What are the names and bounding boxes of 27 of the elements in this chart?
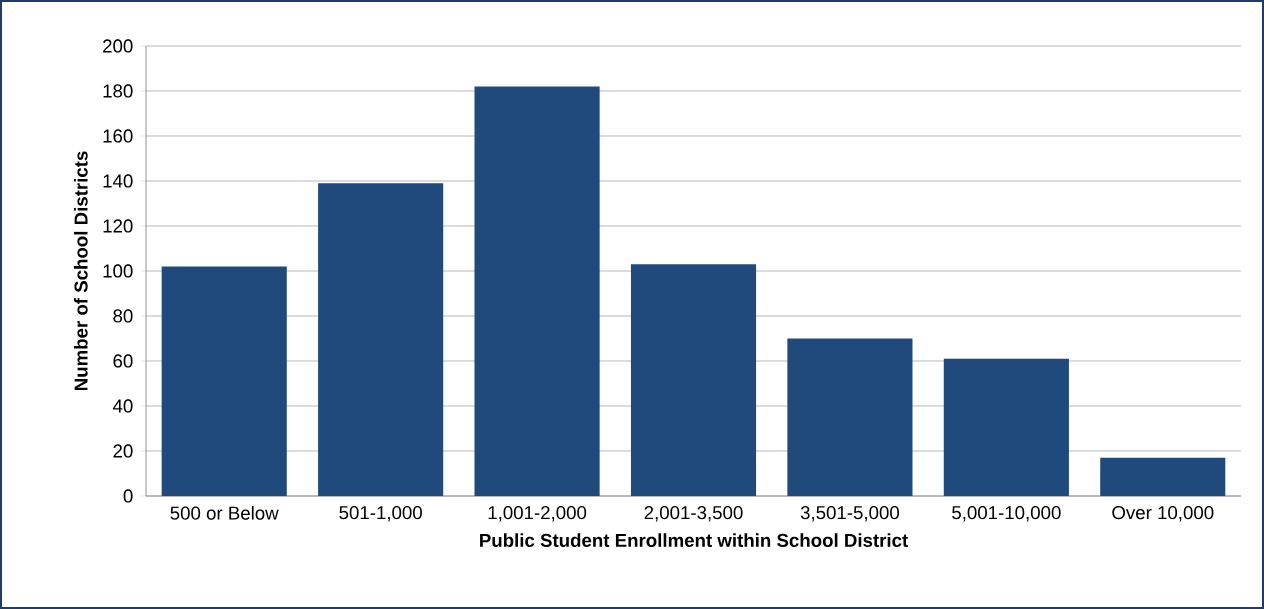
y-tick-label: 20 <box>113 444 133 458</box>
y-tick-label: 200 <box>103 39 133 53</box>
x-tick-label: Over 10,000 <box>1112 506 1214 522</box>
y-tick-label: 40 <box>112 399 133 413</box>
x-tick-label: 1,001-2,000 <box>488 506 587 522</box>
x-tick-label: 5,001-10,000 <box>952 506 1061 522</box>
x-tick-label: 500 or Below <box>170 506 279 520</box>
y-tick-label: 140 <box>103 174 133 188</box>
bar <box>787 338 913 496</box>
bar <box>318 183 444 496</box>
bar <box>1100 457 1226 496</box>
y-tick-label: 0 <box>123 489 133 503</box>
x-tick-label: 501-1,000 <box>339 506 422 522</box>
bar <box>943 358 1069 496</box>
bar <box>630 264 757 496</box>
x-axis-title: Public Student Enrollment within School District <box>480 533 908 547</box>
bar <box>474 86 600 496</box>
y-tick-label: 80 <box>113 309 133 323</box>
y-tick-label: 180 <box>103 84 133 98</box>
x-tick-label: 3,501-5,000 <box>800 506 900 522</box>
y-tick-label: 60 <box>113 354 133 368</box>
x-tick-label: 2,001-3,500 <box>644 506 743 522</box>
y-axis-title: Number of School Districts <box>73 151 88 391</box>
y-tick-label: 120 <box>103 219 133 233</box>
y-tick-label: 100 <box>103 264 133 278</box>
bar <box>161 266 287 496</box>
y-tick-label: 160 <box>103 129 133 143</box>
